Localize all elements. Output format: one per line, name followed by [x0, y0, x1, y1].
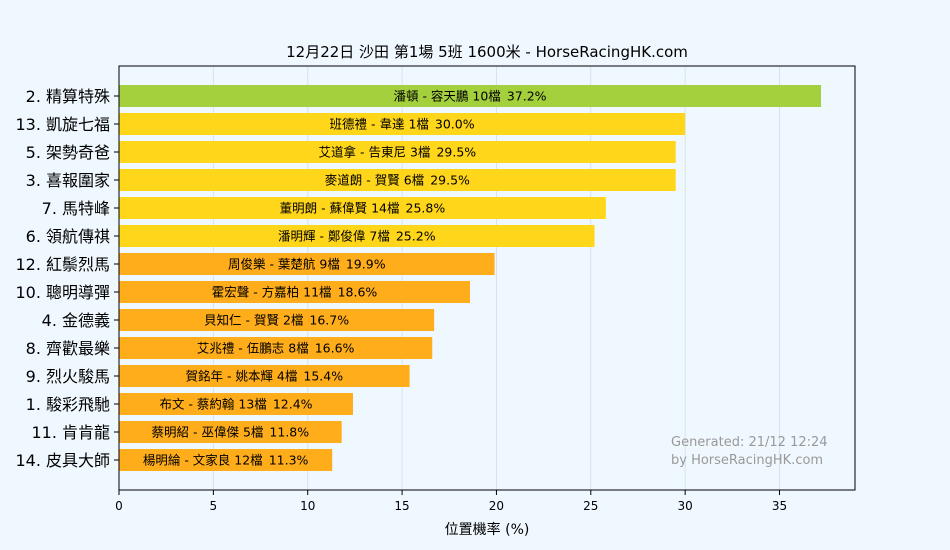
bar-data-label: 周俊樂 - 葉楚航 9檔 19.9% — [228, 257, 386, 272]
bar-data-label: 麥道朗 - 賀賢 6檔 29.5% — [325, 173, 470, 188]
bar-data-label: 蔡明紹 - 巫偉傑 5檔 11.8% — [152, 425, 310, 440]
x-tick-label: 10 — [300, 499, 315, 513]
bar — [119, 253, 495, 275]
probability-value: 29.5% — [430, 173, 470, 188]
x-axis-ticks: 0 5 10 15 20 25 30 35 — [114, 95, 787, 513]
probability-value: 18.6% — [338, 285, 378, 300]
bar — [119, 85, 822, 107]
probability-value: 25.2% — [396, 229, 436, 244]
probability-value: 25.8% — [406, 201, 446, 216]
horse-label: 5. 架勢奇爸 — [26, 143, 110, 162]
probability-value: 11.3% — [269, 453, 309, 468]
probability-value: 37.2% — [507, 89, 547, 104]
x-tick-label: 30 — [678, 499, 693, 513]
bars: 2. 精算特殊 潘頓 - 容天鵬 10檔 37.2% 13. 凱旋七福 班德禮 - 韋達… — [15, 85, 822, 471]
jockey-trainer-draw: 艾道拿 - 告東尼 3檔 — [319, 145, 431, 160]
jockey-trainer-draw: 潘明輝 - 鄭俊偉 7檔 — [278, 229, 390, 244]
jockey-trainer-draw: 賀銘年 - 姚本輝 4檔 — [186, 369, 298, 384]
bar — [119, 281, 471, 303]
x-tick-label: 25 — [583, 499, 598, 513]
horse-label: 7. 馬特峰 — [42, 199, 110, 218]
jockey-trainer-draw: 蔡明紹 - 巫偉傑 5檔 — [152, 425, 264, 440]
probability-value: 11.8% — [269, 425, 309, 440]
bar-data-label: 艾道拿 - 告東尼 3檔 29.5% — [319, 145, 477, 160]
bar — [119, 393, 354, 415]
bar-data-label: 董明朗 - 蘇偉賢 14檔 25.8% — [280, 201, 446, 216]
horse-label: 3. 喜報圍家 — [26, 171, 110, 190]
horse-label: 14. 皮具大師 — [15, 451, 110, 470]
probability-value: 29.5% — [436, 145, 476, 160]
probability-value: 16.6% — [315, 341, 355, 356]
bar — [119, 337, 433, 359]
chart-title: 12月22日 沙田 第1場 5班 1600米 - HorseRacingHK.c… — [286, 43, 688, 61]
jockey-trainer-draw: 楊明綸 - 文家良 12檔 — [143, 453, 263, 468]
jockey-trainer-draw: 班德禮 - 韋達 1檔 — [330, 117, 429, 132]
probability-value: 15.4% — [303, 369, 343, 384]
horse-label: 11. 肯肯龍 — [31, 423, 110, 442]
plot-frame — [118, 65, 856, 491]
jockey-trainer-draw: 貝知仁 - 賀賢 2檔 — [204, 313, 303, 328]
jockey-trainer-draw: 霍宏聲 - 方嘉柏 11檔 — [212, 285, 332, 300]
bar-data-label: 貝知仁 - 賀賢 2檔 16.7% — [204, 313, 349, 328]
jockey-trainer-draw: 艾兆禮 - 伍鵬志 8檔 — [197, 341, 309, 356]
bar-data-label: 賀銘年 - 姚本輝 4檔 15.4% — [186, 369, 344, 384]
horse-label: 10. 聰明導彈 — [15, 283, 110, 302]
horse-label: 8. 齊歡最樂 — [26, 339, 110, 358]
bar-data-label: 班德禮 - 韋達 1檔 30.0% — [330, 117, 475, 132]
horse-label: 13. 凱旋七福 — [15, 115, 110, 134]
bar — [119, 225, 595, 247]
horse-label: 9. 烈火駿馬 — [26, 367, 110, 386]
bar — [119, 197, 606, 219]
x-axis-label: 位置機率 (%) — [445, 521, 530, 538]
bar — [119, 421, 342, 443]
bar-data-label: 艾兆禮 - 伍鵬志 8檔 16.6% — [197, 341, 355, 356]
bar — [119, 449, 333, 471]
bar — [119, 309, 435, 331]
generated-timestamp: Generated: 21/12 12:24 — [671, 435, 828, 450]
bar-data-label: 潘頓 - 容天鵬 10檔 37.2% — [393, 89, 546, 104]
jockey-trainer-draw: 麥道朗 - 賀賢 6檔 — [325, 173, 424, 188]
jockey-trainer-draw: 董明朗 - 蘇偉賢 14檔 — [280, 201, 400, 216]
jockey-trainer-draw: 布文 - 蔡約翰 13檔 — [159, 397, 266, 412]
bar — [119, 113, 686, 135]
x-tick-label: 0 — [115, 499, 123, 513]
jockey-trainer-draw: 潘頓 - 容天鵬 10檔 — [393, 89, 500, 104]
bar-data-label: 楊明綸 - 文家良 12檔 11.3% — [143, 453, 309, 468]
horse-label: 2. 精算特殊 — [26, 87, 110, 106]
probability-value: 30.0% — [435, 117, 475, 132]
probability-value: 12.4% — [273, 397, 313, 412]
x-tick-label: 20 — [489, 499, 504, 513]
horse-label: 4. 金德義 — [42, 311, 110, 330]
probability-value: 19.9% — [346, 257, 386, 272]
bar-data-label: 潘明輝 - 鄭俊偉 7檔 25.2% — [278, 229, 436, 244]
x-tick-label: 15 — [394, 499, 409, 513]
grid-lines — [212, 66, 781, 490]
horse-label: 6. 領航傳祺 — [26, 227, 110, 246]
horse-label: 1. 駿彩飛馳 — [26, 395, 110, 414]
x-tick-label: 5 — [210, 499, 218, 513]
jockey-trainer-draw: 周俊樂 - 葉楚航 9檔 — [228, 257, 340, 272]
bar-data-label: 霍宏聲 - 方嘉柏 11檔 18.6% — [212, 285, 378, 300]
horse-label: 12. 紅鬃烈馬 — [15, 255, 110, 274]
x-tick-label: 35 — [772, 499, 787, 513]
bar — [119, 141, 676, 163]
bar-data-label: 布文 - 蔡約翰 13檔 12.4% — [159, 397, 312, 412]
bar — [119, 169, 676, 191]
probability-value: 16.7% — [309, 313, 349, 328]
bar — [119, 365, 410, 387]
generated-by-credit: by HorseRacingHK.com — [671, 453, 823, 468]
